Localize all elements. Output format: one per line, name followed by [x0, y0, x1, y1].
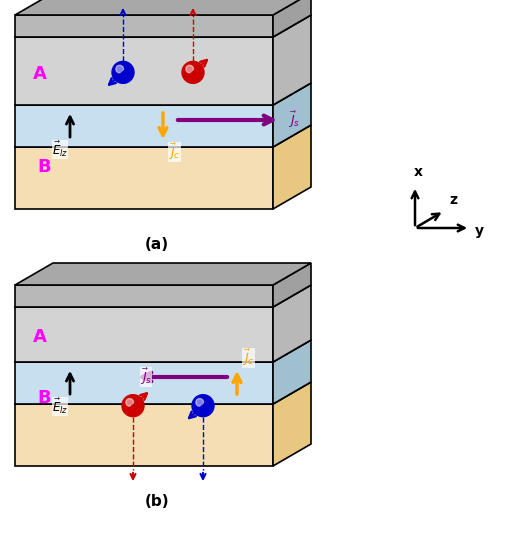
- Polygon shape: [15, 307, 273, 362]
- Text: x: x: [414, 165, 423, 179]
- Polygon shape: [273, 15, 311, 105]
- Polygon shape: [273, 285, 311, 362]
- Polygon shape: [15, 362, 273, 404]
- Polygon shape: [15, 0, 311, 15]
- Polygon shape: [15, 105, 273, 147]
- Polygon shape: [15, 147, 273, 209]
- Polygon shape: [15, 15, 273, 37]
- Polygon shape: [15, 125, 311, 147]
- Text: $\vec{J}_{c}$: $\vec{J}_{c}$: [242, 348, 255, 368]
- Text: B: B: [37, 389, 51, 407]
- Circle shape: [186, 65, 194, 73]
- Text: A: A: [33, 328, 47, 346]
- Circle shape: [192, 395, 214, 417]
- Circle shape: [112, 61, 134, 83]
- Polygon shape: [273, 382, 311, 466]
- Polygon shape: [273, 263, 311, 307]
- Circle shape: [116, 65, 123, 73]
- Text: A: A: [33, 65, 47, 83]
- Polygon shape: [15, 404, 273, 466]
- Text: $\vec{E}_{lz}$: $\vec{E}_{lz}$: [52, 140, 68, 159]
- Text: $\vec{J}_{s}$: $\vec{J}_{s}$: [288, 110, 300, 130]
- Text: $\vec{E}_{lz}$: $\vec{E}_{lz}$: [52, 397, 68, 416]
- Polygon shape: [15, 340, 311, 362]
- Polygon shape: [273, 83, 311, 147]
- Circle shape: [126, 398, 134, 406]
- Polygon shape: [15, 382, 311, 404]
- Text: y: y: [475, 224, 484, 238]
- Text: z: z: [449, 193, 457, 207]
- Polygon shape: [273, 340, 311, 404]
- Circle shape: [122, 395, 144, 417]
- Polygon shape: [15, 15, 311, 37]
- Polygon shape: [15, 263, 311, 285]
- Text: $\vec{J}_{c}$: $\vec{J}_{c}$: [168, 142, 180, 162]
- Polygon shape: [15, 83, 311, 105]
- Polygon shape: [273, 0, 311, 37]
- Circle shape: [182, 61, 204, 83]
- Polygon shape: [273, 125, 311, 209]
- Text: (b): (b): [145, 494, 169, 509]
- Circle shape: [196, 398, 204, 406]
- Text: B: B: [37, 159, 51, 176]
- Polygon shape: [15, 37, 273, 105]
- Text: $\vec{J}_{s}$: $\vec{J}_{s}$: [140, 367, 152, 387]
- Polygon shape: [15, 285, 311, 307]
- Text: (a): (a): [145, 237, 169, 252]
- Polygon shape: [15, 285, 273, 307]
